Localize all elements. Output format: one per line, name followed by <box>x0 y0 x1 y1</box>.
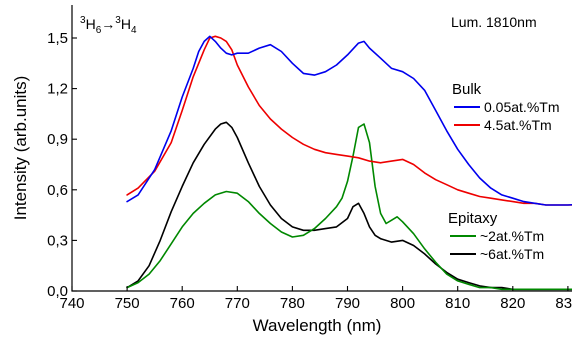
legend-label-0.05at-tm: 0.05at.%Tm <box>484 99 559 115</box>
x-tick-label-740: 740 <box>59 295 84 312</box>
transition-sub-1: 6 <box>96 25 102 36</box>
y-tick-label-0,3: 0,3 <box>47 232 68 249</box>
series-layer <box>126 35 572 291</box>
x-axis-label: Wavelength (nm) <box>253 316 382 335</box>
x-tick-label-750: 750 <box>115 295 140 312</box>
x-tick-label-820: 820 <box>500 295 525 312</box>
legend-bulk-title: Bulk <box>452 81 482 98</box>
x-tick-label-800: 800 <box>390 295 415 312</box>
transition-annotation: 3H6→3H4 <box>80 15 137 36</box>
y-tick-label-0,9: 0,9 <box>47 131 68 148</box>
x-tick-label-780: 780 <box>280 295 305 312</box>
legend-epitaxy-title: Epitaxy <box>448 210 498 227</box>
x-tick-label-830: 830 <box>555 295 572 312</box>
transition-h-1: H <box>86 16 96 32</box>
y-tick-label-0,0: 0,0 <box>47 283 68 300</box>
y-tick-label-1,2: 1,2 <box>47 81 68 98</box>
luminescence-annotation: Lum. 1810nm <box>451 14 537 30</box>
y-tick-label-1,5: 1,5 <box>47 30 68 47</box>
series-line--2at.-tm <box>126 123 572 291</box>
transition-sub-2: 4 <box>131 25 137 36</box>
x-tick-label-770: 770 <box>225 295 250 312</box>
x-tick-label-790: 790 <box>335 295 360 312</box>
transition-arrow: → <box>101 16 115 32</box>
transition-sup-1: 3 <box>80 15 86 26</box>
legend-label-2at-tm: ~2at.%Tm <box>480 228 544 244</box>
x-tick-label-810: 810 <box>445 295 470 312</box>
legend-label-6at-tm: ~6at.%Tm <box>480 246 544 262</box>
transition-sup-2: 3 <box>115 15 121 26</box>
x-tick-label-760: 760 <box>170 295 195 312</box>
series-line-0.05at.-tm <box>126 35 572 206</box>
y-axis-label: Intensity (arb.units) <box>11 76 30 221</box>
series-line--6at.-tm <box>126 121 572 291</box>
ticks-layer: 740 750 760 770 780 790 800 810 820 830 0,0 0,3 0,6 0… <box>47 30 572 312</box>
transition-h-2: H <box>121 16 131 32</box>
legend-label-4.5at-tm: 4.5at.%Tm <box>484 117 552 133</box>
y-tick-label-0,6: 0,6 <box>47 182 68 199</box>
